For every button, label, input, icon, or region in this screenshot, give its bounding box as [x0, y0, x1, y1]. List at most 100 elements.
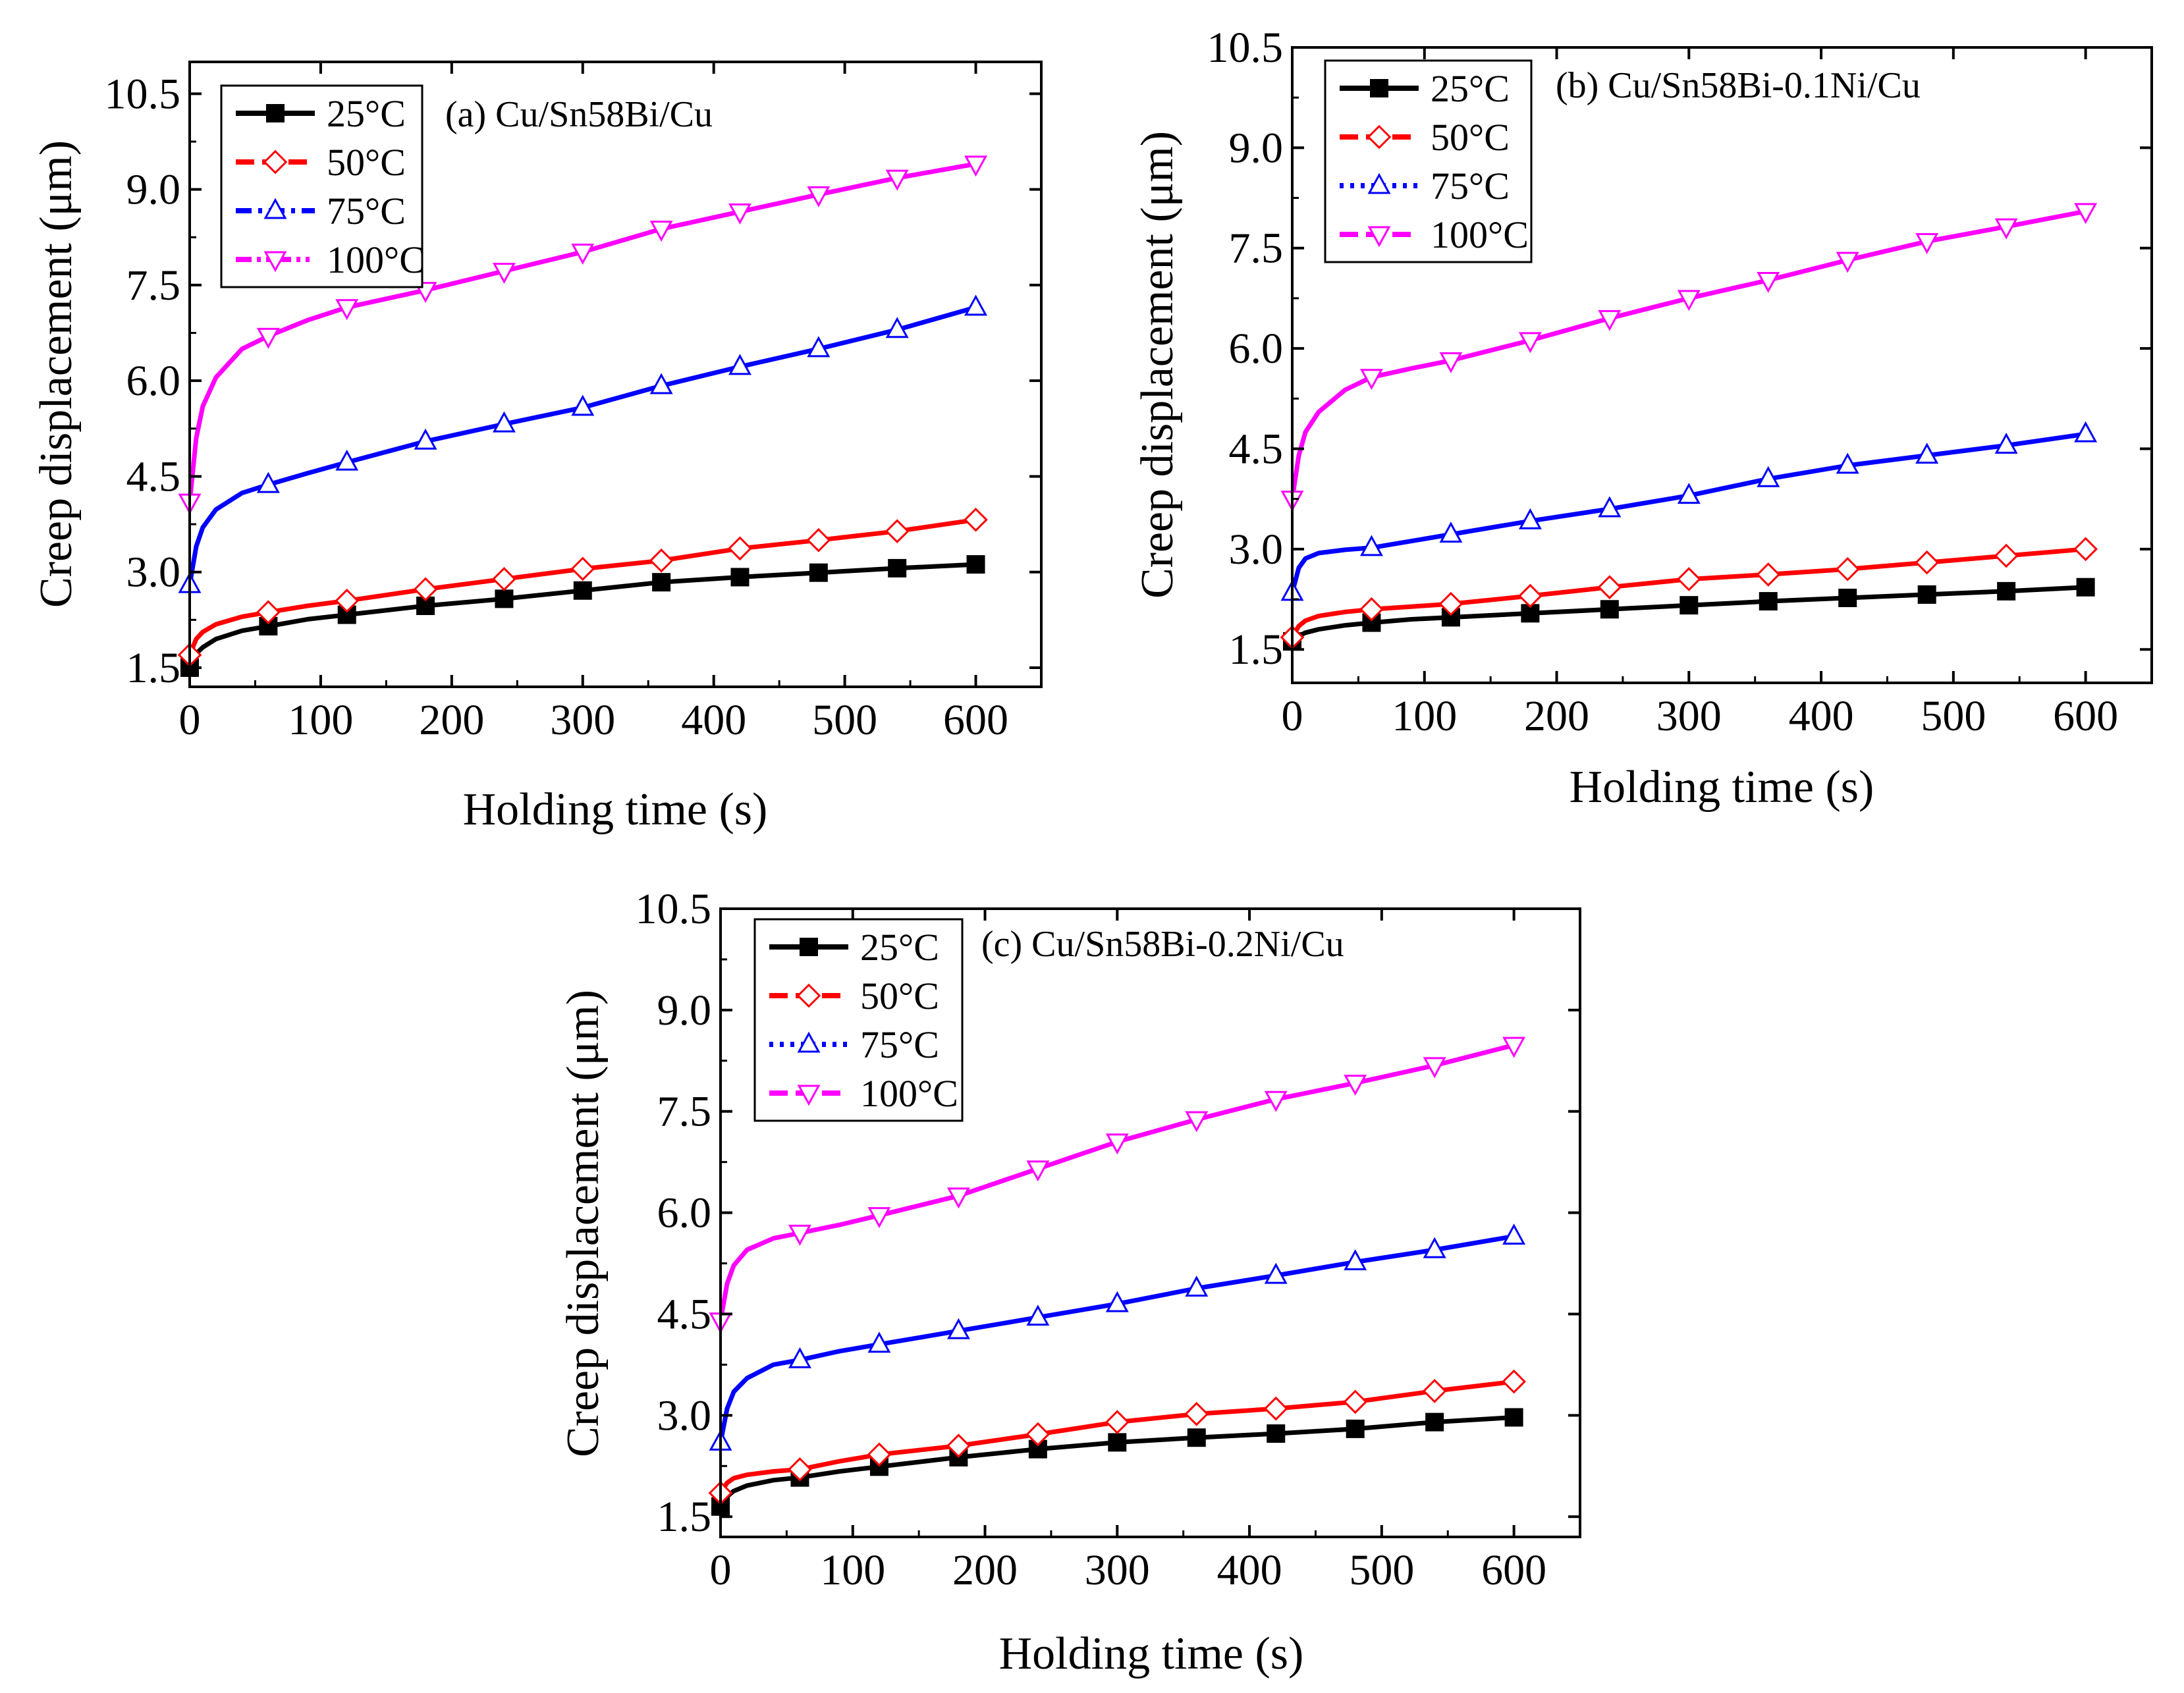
- x-tick-label-b-300: 300: [1656, 692, 1722, 740]
- legend-label-a-1: 50°C: [327, 141, 406, 184]
- data-point-a-2-5: [571, 394, 595, 416]
- data-point-c-3-2: [867, 1207, 891, 1229]
- data-point-b-3-4: [1598, 309, 1622, 331]
- data-point-a-1-8: [806, 527, 831, 552]
- data-point-b-3-9: [1994, 218, 2018, 240]
- data-point-a-2-8: [807, 336, 831, 358]
- data-point-b-3-1: [1359, 369, 1383, 390]
- data-point-c-2-8: [1344, 1249, 1367, 1271]
- data-point-a-2-3: [414, 428, 437, 450]
- y-tick-label-b-3: 3.0: [1229, 525, 1284, 574]
- legend-label-c-3: 100°C: [860, 1072, 958, 1115]
- data-point-a-0-4: [495, 589, 514, 608]
- series-c-3: [709, 1036, 1526, 1334]
- data-point-b-1-4: [1597, 575, 1622, 600]
- data-point-b-0-10: [2076, 578, 2095, 597]
- data-point-b-2-1: [1359, 535, 1383, 556]
- data-point-a-0-8: [809, 563, 828, 582]
- data-point-c-2-5: [1105, 1291, 1129, 1312]
- data-point-b-0-7: [1838, 588, 1857, 607]
- x-tick-label-c-0: 0: [710, 1546, 732, 1594]
- y-axis-label-c: Creep displacement (μm): [558, 990, 609, 1457]
- legend-marker-c-1: [796, 983, 821, 1008]
- legend-marker-a-3: [263, 251, 287, 273]
- y-tick-label-c-1.5: 1.5: [657, 1493, 712, 1541]
- data-point-a-3-2: [335, 299, 359, 321]
- y-tick-label-b-6: 6.0: [1229, 325, 1284, 373]
- legend-marker-b-2: [1367, 173, 1391, 194]
- data-point-b-0-4: [1600, 600, 1619, 619]
- legend-box-a: [220, 84, 423, 288]
- data-point-a-1-7: [728, 536, 752, 561]
- series-c-1: [708, 1369, 1526, 1505]
- data-point-a-3-5: [571, 244, 595, 265]
- legend-marker-c-0: [800, 938, 818, 956]
- data-point-a-1-3: [413, 577, 438, 602]
- data-point-b-3-3: [1518, 332, 1542, 354]
- data-point-c-0-9: [1425, 1412, 1444, 1432]
- series-c-0: [711, 1408, 1523, 1516]
- series-line-a-1: [187, 517, 977, 656]
- data-point-c-1-5: [1105, 1410, 1130, 1434]
- series-b-1: [1280, 537, 2098, 650]
- data-point-b-1-7: [1835, 556, 1860, 581]
- data-point-a-1-4: [492, 566, 516, 591]
- legend-label-b-3: 100°C: [1431, 213, 1529, 256]
- series-line-c-2: [718, 1234, 1515, 1443]
- data-point-a-0-5: [573, 581, 592, 600]
- data-point-c-2-7: [1264, 1262, 1288, 1284]
- data-point-c-3-4: [1026, 1160, 1050, 1182]
- data-point-a-3-4: [492, 263, 516, 284]
- data-point-a-3-9: [885, 169, 909, 191]
- legend-a: 25°C 50°C 75°C 100°C: [220, 84, 425, 288]
- y-tick-label-b-4.5: 4.5: [1229, 425, 1284, 473]
- data-point-a-1-1: [256, 600, 281, 625]
- x-tick-label-a-300: 300: [550, 696, 615, 744]
- legend-label-a-0: 25°C: [327, 92, 406, 135]
- x-tick-label-b-600: 600: [2053, 692, 2118, 740]
- x-axis-label-b: Holding time (s): [1570, 762, 1874, 813]
- series-line-a-2: [187, 305, 977, 585]
- series-line-c-1: [719, 1379, 1515, 1495]
- y-tick-label-c-4.5: 4.5: [657, 1290, 712, 1338]
- data-point-a-1-6: [649, 548, 674, 573]
- data-point-a-2-10: [964, 294, 988, 316]
- data-point-b-0-9: [1997, 581, 2016, 601]
- legend-marker-b-0: [1370, 79, 1388, 97]
- data-point-b-1-5: [1676, 567, 1701, 591]
- legend-label-b-0: 25°C: [1431, 67, 1510, 110]
- data-point-a-0-7: [730, 568, 750, 587]
- series-c-2: [709, 1223, 1526, 1451]
- plot-frame-c: [719, 907, 1581, 1538]
- x-tick-label-b-100: 100: [1392, 692, 1457, 740]
- data-point-b-2-3: [1518, 508, 1542, 529]
- data-point-b-1-1: [1359, 597, 1384, 622]
- legend-c: 25°C 50°C 75°C 100°C: [753, 918, 964, 1122]
- data-point-c-2-10: [1502, 1223, 1526, 1245]
- data-point-c-1-1: [788, 1457, 812, 1482]
- legend-label-c-0: 25°C: [860, 926, 939, 969]
- data-point-c-3-1: [788, 1224, 811, 1246]
- data-point-c-2-2: [867, 1331, 891, 1353]
- data-point-c-3-3: [946, 1187, 970, 1209]
- data-point-a-0-9: [888, 558, 907, 578]
- data-point-a-2-1: [256, 471, 280, 493]
- series-line-c-0: [719, 1414, 1514, 1508]
- series-line-b-3: [1290, 209, 2087, 500]
- y-tick-label-c-6: 6.0: [657, 1189, 712, 1237]
- y-tick-label-c-7.5: 7.5: [657, 1088, 712, 1136]
- data-point-b-3-2: [1439, 352, 1463, 373]
- legend-marker-c-2: [797, 1031, 821, 1053]
- series-layer-b: [1280, 203, 2098, 651]
- legend-marker-a-1: [263, 149, 288, 175]
- tick-layer-b: 0 100 200 300 400 500 600 1.5 3.0 4.5 6.0 7.5 9.0 10.…: [1207, 24, 2152, 740]
- data-point-b-3-10: [2074, 203, 2098, 225]
- data-point-c-0-7: [1267, 1424, 1286, 1443]
- chart-title-a: (a) Cu/Sn58Bi/Cu: [445, 94, 713, 135]
- tick-layer-c: 0 100 200 300 400 500 600 1.5 3.0 4.5 6.0 7.5 9.0 10.…: [636, 885, 1580, 1594]
- data-point-a-0-6: [652, 573, 671, 592]
- data-point-a-3-6: [649, 221, 673, 242]
- legend-marker-c-3: [797, 1085, 821, 1106]
- data-point-b-2-6: [1757, 466, 1780, 487]
